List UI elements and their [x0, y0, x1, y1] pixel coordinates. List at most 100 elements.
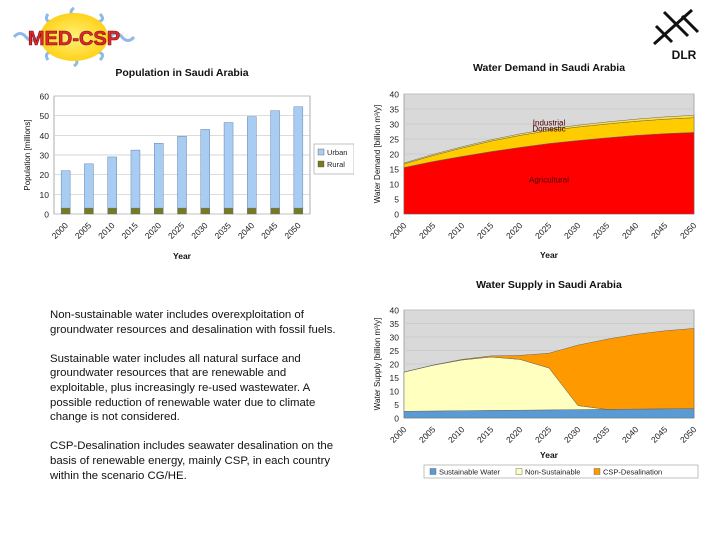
bar-rural-2035: [223, 207, 234, 215]
x-tick-label: 2025: [166, 220, 187, 241]
x-tick-label: 2015: [119, 220, 140, 241]
y-tick-label: 10: [390, 180, 400, 190]
x-tick-label: 2040: [620, 220, 641, 241]
annotation-agricultural: Agricultural: [529, 176, 569, 185]
y-tick-label: 20: [390, 150, 400, 160]
x-tick-label: 2030: [189, 220, 210, 241]
explanatory-notes: Non-sustainable water includes overexplo…: [50, 308, 336, 498]
x-tick-label: 2000: [50, 220, 71, 241]
bar-rural-2000: [60, 207, 71, 215]
x-tick-label: 2045: [259, 220, 280, 241]
bar-urban-2030: [200, 129, 210, 209]
dlr-symbol-icon: [652, 8, 700, 46]
bar-urban-2015: [130, 149, 141, 209]
x-tick-label: 2020: [504, 424, 525, 445]
chart-title: Water Supply in Saudi Arabia: [476, 279, 622, 291]
y-tick-label: 60: [40, 92, 50, 102]
y-tick-label: 50: [40, 111, 50, 121]
legend-label-non-sustainable: Non-Sustainable: [525, 468, 580, 477]
y-tick-label: 20: [390, 360, 400, 370]
x-tick-label: 2005: [73, 220, 94, 241]
annotation-domestic: Domestic: [532, 125, 565, 134]
y-tick-label: 15: [390, 373, 400, 383]
y-tick-label: 30: [40, 151, 50, 161]
bar-rural-2020: [154, 207, 164, 215]
bar-urban-2040: [247, 116, 257, 209]
y-tick-label: 10: [40, 190, 50, 200]
y-tick-label: 25: [390, 346, 400, 356]
x-tick-label: 2045: [649, 424, 670, 445]
x-tick-label: 2005: [417, 220, 438, 241]
y-axis-label: Water Demand [billion m³/y]: [373, 105, 382, 203]
legend-swatch-rural: [317, 160, 325, 168]
x-axis-label: Year: [540, 450, 559, 460]
y-tick-label: 40: [40, 131, 50, 141]
y-tick-label: 40: [390, 90, 400, 100]
x-tick-label: 2050: [678, 424, 699, 445]
note-csp-desalination: CSP-Desalination includes seawater desal…: [50, 440, 334, 482]
note-non-sustainable: Non-sustainable water includes overexplo…: [50, 309, 336, 336]
y-tick-label: 20: [40, 170, 50, 180]
med-csp-logo: MED-CSP: [12, 6, 136, 68]
annotation-industrial: Industrial: [533, 119, 566, 128]
x-tick-label: 2035: [591, 220, 612, 241]
legend-swatch-urban: [317, 148, 325, 156]
x-axis-label: Year: [540, 250, 559, 260]
area-industrial: [403, 115, 695, 165]
note-sustainable: Sustainable water includes all natural s…: [50, 352, 316, 424]
bar-urban-2010: [107, 156, 117, 209]
y-tick-label: 30: [390, 333, 400, 343]
x-tick-label: 2040: [236, 220, 257, 241]
y-tick-label: 5: [394, 400, 399, 410]
y-axis-label: Population [millions]: [23, 119, 32, 190]
x-axis-label: Year: [173, 251, 192, 261]
x-tick-label: 2045: [649, 220, 670, 241]
x-tick-label: 2050: [282, 220, 303, 241]
x-tick-label: 2010: [96, 220, 117, 241]
x-tick-label: 2010: [446, 424, 467, 445]
bar-urban-2000: [60, 170, 71, 209]
bar-urban-2045: [270, 110, 280, 209]
x-tick-label: 2025: [533, 424, 554, 445]
legend-label-rural: Rural: [327, 160, 345, 169]
legend-swatch-csp-desalination: [593, 468, 601, 475]
y-tick-label: 0: [44, 210, 49, 220]
y-tick-label: 25: [390, 135, 400, 145]
bar-rural-2005: [84, 207, 94, 215]
y-tick-label: 15: [390, 165, 400, 175]
x-tick-label: 2015: [475, 424, 496, 445]
x-tick-label: 2020: [504, 220, 525, 241]
sun-icon: [40, 13, 108, 61]
x-tick-label: 2035: [591, 424, 612, 445]
y-tick-label: 30: [390, 120, 400, 130]
legend-swatch-sustainable-water: [429, 468, 437, 475]
area-csp-desalination: [403, 328, 695, 410]
legend-label-csp-desalination: CSP-Desalination: [603, 468, 662, 477]
bar-urban-2020: [154, 142, 164, 209]
x-tick-label: 2000: [388, 220, 409, 241]
sun-rays-icon: [12, 6, 136, 68]
x-tick-label: 2040: [620, 424, 641, 445]
legend-label-sustainable-water: Sustainable Water: [439, 468, 501, 477]
y-tick-label: 35: [390, 105, 400, 115]
y-tick-label: 5: [394, 195, 399, 205]
bar-rural-2050: [293, 207, 304, 215]
bar-urban-2005: [84, 163, 94, 209]
legend-label-urban: Urban: [327, 148, 347, 157]
chart-title: Water Demand in Saudi Arabia: [473, 62, 625, 74]
x-tick-label: 2000: [388, 424, 409, 445]
x-tick-label: 2035: [213, 220, 234, 241]
bar-urban-2050: [293, 106, 304, 209]
legend-swatch-non-sustainable: [515, 468, 523, 475]
x-tick-label: 2025: [533, 220, 554, 241]
dlr-logo: DLR: [652, 8, 700, 62]
x-tick-label: 2030: [562, 220, 583, 241]
bar-rural-2015: [130, 207, 141, 215]
bar-rural-2010: [107, 207, 117, 215]
bar-rural-2030: [200, 207, 210, 215]
bar-rural-2045: [270, 207, 280, 215]
legend-box: [423, 464, 699, 479]
